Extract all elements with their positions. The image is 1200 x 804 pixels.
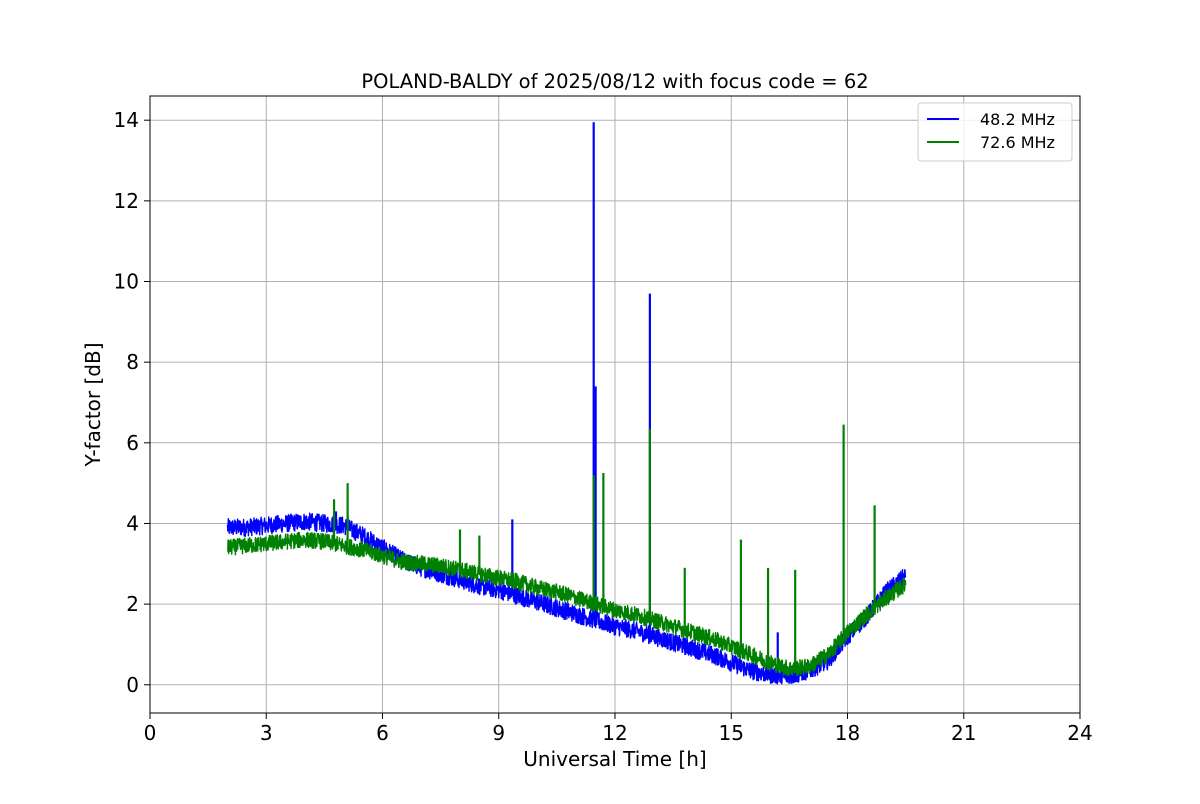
plot-area [226, 122, 907, 685]
legend-box [917, 102, 1073, 162]
series-line-1 [226, 512, 907, 685]
x-axis-label: Universal Time [h] [523, 747, 706, 771]
x-tick-label: 21 [951, 721, 976, 745]
y-tick-label: 4 [126, 511, 139, 535]
x-tick-label: 24 [1067, 721, 1092, 745]
x-tick-label: 0 [144, 721, 157, 745]
x-tick-label: 15 [719, 721, 744, 745]
y-tick-label: 2 [126, 592, 139, 616]
legend-label: 48.2 MHz [980, 110, 1055, 129]
y-tick-label: 8 [126, 350, 139, 374]
y-tick-label: 10 [114, 270, 139, 294]
y-tick-label: 12 [114, 189, 139, 213]
x-tick-label: 9 [492, 721, 505, 745]
x-tick-label: 12 [602, 721, 627, 745]
x-tick-label: 3 [260, 721, 273, 745]
chart-title: POLAND-BALDY of 2025/08/12 with focus co… [361, 70, 868, 93]
y-axis-label: Y-factor [dB] [81, 342, 105, 467]
series-line-2 [227, 531, 907, 677]
grid-lines [149, 96, 1081, 713]
x-tick-label: 6 [376, 721, 389, 745]
y-tick-label: 6 [126, 431, 139, 455]
x-tick-label: 18 [835, 721, 860, 745]
legend-label: 72.6 MHz [980, 133, 1055, 152]
y-tick-label: 14 [114, 108, 139, 132]
legend: 48.2 MHz 72.6 MHz [917, 102, 1073, 162]
y-tick-label: 0 [126, 673, 139, 697]
